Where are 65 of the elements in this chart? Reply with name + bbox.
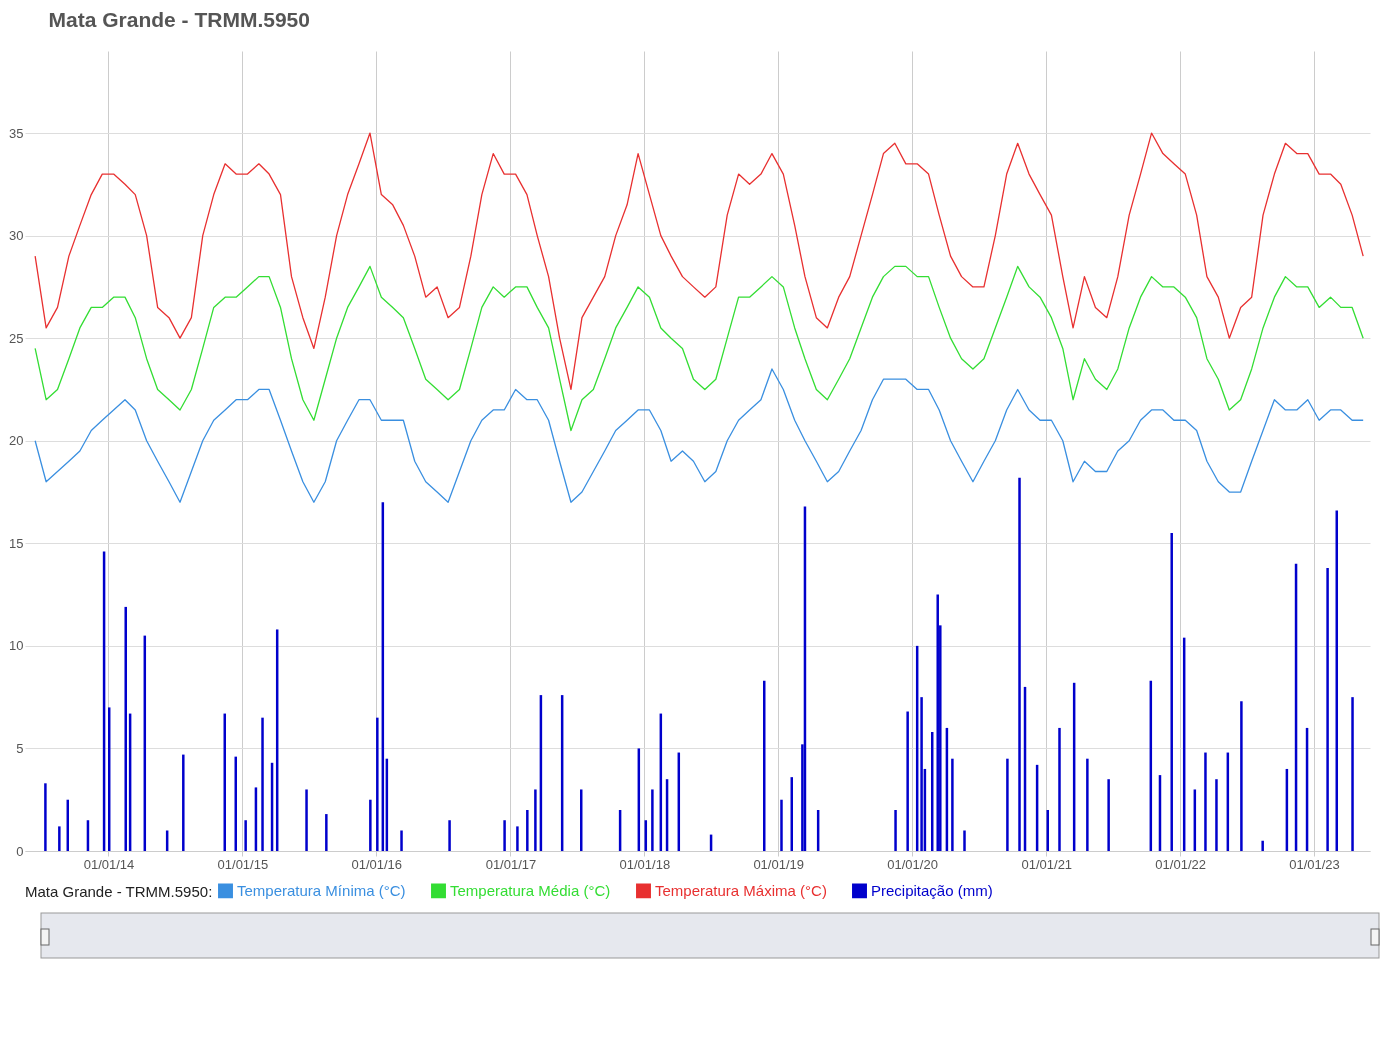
bar — [376, 717, 379, 851]
bar — [963, 830, 966, 851]
x-tick-label: 01/01/19 — [753, 856, 804, 872]
bar — [920, 697, 923, 851]
y-tick-label: 20 — [9, 433, 24, 449]
bar — [448, 820, 451, 851]
y-tick-label: 15 — [9, 535, 24, 551]
y-tick-label: 35 — [9, 125, 24, 141]
bar — [305, 789, 308, 851]
bar — [763, 680, 766, 851]
bar — [1058, 727, 1061, 851]
bar — [1170, 533, 1173, 851]
x-tick-label: 01/01/23 — [1289, 856, 1340, 872]
legend-label: Temperatura Máxima (°C) — [655, 881, 827, 899]
bar — [1204, 752, 1207, 851]
bar — [1240, 701, 1243, 851]
x-tick-label: 01/01/16 — [351, 856, 403, 872]
x-tick-label: 01/01/22 — [1155, 856, 1206, 872]
legend-label: Temperatura Média (°C) — [450, 881, 611, 899]
x-tick-label: 01/01/15 — [217, 856, 269, 872]
y-tick-label: 25 — [9, 330, 24, 346]
bar — [894, 809, 897, 851]
bar — [1086, 758, 1089, 851]
bar — [124, 606, 127, 851]
legend-label: Precipitação (mm) — [871, 881, 993, 899]
chart-title: Mata Grande - TRMM.5950 — [48, 8, 310, 31]
bar — [1261, 840, 1264, 851]
bar — [58, 826, 61, 851]
bar — [651, 789, 654, 851]
x-tick-label: 01/01/20 — [887, 856, 938, 872]
legend-title: Mata Grande - TRMM.5950: — [25, 883, 213, 900]
bar — [244, 820, 247, 851]
bar — [516, 826, 519, 851]
x-tick-label: 01/01/17 — [485, 856, 537, 872]
bar — [1006, 758, 1009, 851]
bar — [1351, 697, 1354, 851]
bar — [1018, 477, 1021, 851]
bar — [503, 820, 506, 851]
bar — [182, 754, 185, 851]
y-tick-label: 10 — [9, 638, 24, 654]
bar — [951, 758, 954, 851]
bar — [325, 814, 328, 851]
x-tick-label: 01/01/18 — [619, 856, 671, 872]
y-tick-label: 5 — [16, 740, 24, 756]
bar — [261, 717, 264, 851]
bar — [780, 799, 783, 851]
bar — [1107, 779, 1110, 851]
bar — [1215, 779, 1218, 851]
x-tick-label: 01/01/14 — [83, 856, 135, 872]
y-tick-label: 30 — [9, 228, 24, 244]
bar — [534, 789, 537, 851]
y-tick-label: 0 — [16, 843, 24, 859]
bar — [906, 711, 909, 851]
legend-label: Temperatura Mínima (°C) — [237, 881, 406, 899]
x-tick-label: 01/01/21 — [1021, 856, 1073, 872]
line-series — [34, 265, 1364, 432]
bar — [44, 783, 47, 851]
line-series — [34, 368, 1364, 503]
line-series — [34, 132, 1364, 391]
bar — [1326, 567, 1329, 851]
bar — [526, 809, 529, 851]
bar — [936, 594, 939, 851]
bar — [223, 713, 226, 851]
bar — [369, 799, 372, 851]
bar — [400, 830, 403, 851]
